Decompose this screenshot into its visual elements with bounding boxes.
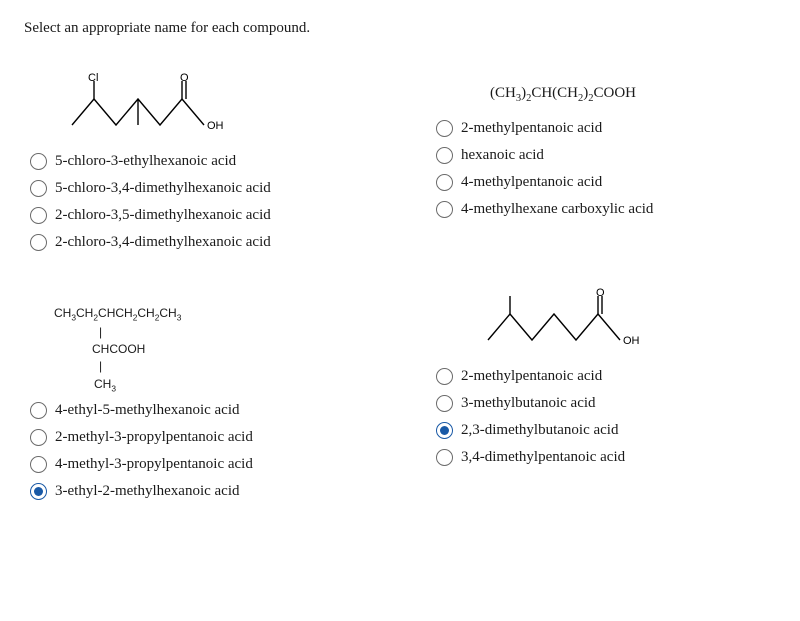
option-label: 2-chloro-3,5-dimethylhexanoic acid <box>55 207 271 224</box>
radio-icon <box>436 201 453 218</box>
option-label: hexanoic acid <box>461 147 544 164</box>
q2-option-0[interactable]: 2-methylpentanoic acid <box>436 120 776 137</box>
option-label: 3-ethyl-2-methylhexanoic acid <box>55 483 240 500</box>
option-label: 2-methylpentanoic acid <box>461 120 602 137</box>
option-label: 4-methylhexane carboxylic acid <box>461 201 653 218</box>
q1-option-2[interactable]: 2-chloro-3,5-dimethylhexanoic acid <box>30 207 370 224</box>
oh-label: OH <box>207 120 224 132</box>
q3-option-0[interactable]: 4-ethyl-5-methylhexanoic acid <box>30 402 370 419</box>
question-3: CH3CH2CHCH2CH2CH3 | CHCOOH | CH3 4-ethyl… <box>24 305 370 500</box>
q3-line-1: | <box>54 324 370 341</box>
q3-structure: CH3CH2CHCH2CH2CH3 | CHCOOH | CH3 <box>54 305 370 394</box>
option-label: 2-methylpentanoic acid <box>461 368 602 385</box>
option-label: 4-methyl-3-propylpentanoic acid <box>55 456 253 473</box>
radio-icon <box>30 207 47 224</box>
right-column: (CH3)2CH(CH2)2COOH 2-methylpentanoic aci… <box>430 73 776 554</box>
left-column: Cl O OH 5-chloro-3-ethylhexanoic acid 5-… <box>24 73 370 554</box>
option-label: 3,4-dimethylpentanoic acid <box>461 449 625 466</box>
radio-icon <box>436 422 453 439</box>
q3-line-0: CH3CH2CHCH2CH2CH3 <box>54 305 370 324</box>
q4-options: 2-methylpentanoic acid 3-methylbutanoic … <box>436 368 776 466</box>
radio-icon <box>436 395 453 412</box>
q4-option-0[interactable]: 2-methylpentanoic acid <box>436 368 776 385</box>
cl-label: Cl <box>88 73 98 84</box>
radio-icon <box>436 120 453 137</box>
radio-icon <box>30 456 47 473</box>
radio-icon <box>436 449 453 466</box>
question-4: O OH 2-methylpentanoic acid 3-methylbuta… <box>430 288 776 466</box>
q1-options: 5-chloro-3-ethylhexanoic acid 5-chloro-3… <box>30 153 370 251</box>
radio-icon <box>30 234 47 251</box>
question-1: Cl O OH 5-chloro-3-ethylhexanoic acid 5-… <box>24 73 370 251</box>
q4-structure: O OH <box>458 288 776 358</box>
radio-icon <box>30 180 47 197</box>
option-label: 5-chloro-3,4-dimethylhexanoic acid <box>55 180 271 197</box>
option-label: 2-chloro-3,4-dimethylhexanoic acid <box>55 234 271 251</box>
radio-icon <box>30 153 47 170</box>
q4-option-1[interactable]: 3-methylbutanoic acid <box>436 395 776 412</box>
option-label: 4-ethyl-5-methylhexanoic acid <box>55 402 240 419</box>
radio-icon <box>436 147 453 164</box>
radio-icon <box>30 402 47 419</box>
radio-icon <box>436 368 453 385</box>
q1-option-1[interactable]: 5-chloro-3,4-dimethylhexanoic acid <box>30 180 370 197</box>
option-label: 2-methyl-3-propylpentanoic acid <box>55 429 253 446</box>
q2-option-3[interactable]: 4-methylhexane carboxylic acid <box>436 201 776 218</box>
q2-formula: (CH3)2CH(CH2)2COOH <box>490 85 776 104</box>
q2-options: 2-methylpentanoic acid hexanoic acid 4-m… <box>436 120 776 218</box>
radio-icon <box>30 429 47 446</box>
q3-option-1[interactable]: 2-methyl-3-propylpentanoic acid <box>30 429 370 446</box>
q1-structure: Cl O OH <box>52 73 370 143</box>
q3-options: 4-ethyl-5-methylhexanoic acid 2-methyl-3… <box>30 402 370 500</box>
radio-icon <box>436 174 453 191</box>
q2-option-2[interactable]: 4-methylpentanoic acid <box>436 174 776 191</box>
o-label: O <box>596 288 605 299</box>
option-label: 2,3-dimethylbutanoic acid <box>461 422 618 439</box>
radio-icon <box>30 483 47 500</box>
option-label: 3-methylbutanoic acid <box>461 395 596 412</box>
q1-option-0[interactable]: 5-chloro-3-ethylhexanoic acid <box>30 153 370 170</box>
q4-option-3[interactable]: 3,4-dimethylpentanoic acid <box>436 449 776 466</box>
q3-line-2: CHCOOH <box>54 341 370 358</box>
question-grid: Cl O OH 5-chloro-3-ethylhexanoic acid 5-… <box>24 73 776 554</box>
q4-option-2[interactable]: 2,3-dimethylbutanoic acid <box>436 422 776 439</box>
q1-option-3[interactable]: 2-chloro-3,4-dimethylhexanoic acid <box>30 234 370 251</box>
option-label: 5-chloro-3-ethylhexanoic acid <box>55 153 236 170</box>
oh-label: OH <box>623 335 640 347</box>
question-2: (CH3)2CH(CH2)2COOH 2-methylpentanoic aci… <box>430 85 776 218</box>
question-prompt: Select an appropriate name for each comp… <box>24 20 776 37</box>
q3-line-3: | <box>54 358 370 375</box>
q3-option-2[interactable]: 4-methyl-3-propylpentanoic acid <box>30 456 370 473</box>
option-label: 4-methylpentanoic acid <box>461 174 602 191</box>
o-label: O <box>180 73 189 84</box>
q3-option-3[interactable]: 3-ethyl-2-methylhexanoic acid <box>30 483 370 500</box>
q3-line-4: CH3 <box>54 376 370 395</box>
q2-option-1[interactable]: hexanoic acid <box>436 147 776 164</box>
